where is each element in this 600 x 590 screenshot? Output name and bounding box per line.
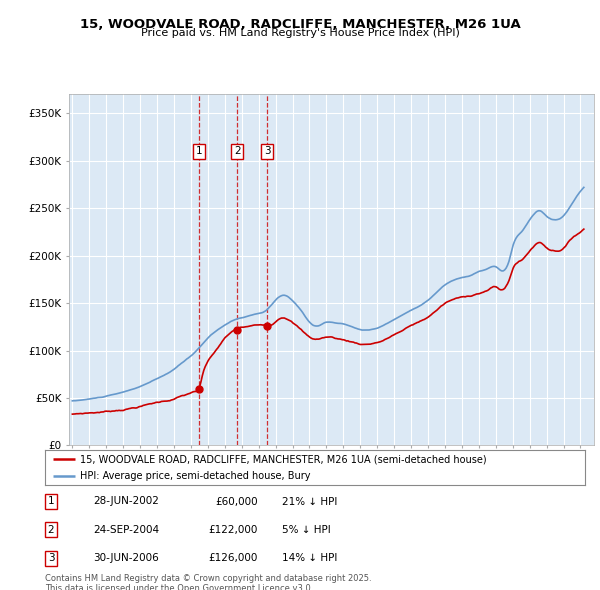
Text: HPI: Average price, semi-detached house, Bury: HPI: Average price, semi-detached house,… (80, 471, 311, 481)
Text: 3: 3 (47, 553, 55, 563)
Text: £126,000: £126,000 (209, 553, 258, 563)
Text: 30-JUN-2006: 30-JUN-2006 (93, 553, 159, 563)
Text: 5% ↓ HPI: 5% ↓ HPI (282, 525, 331, 535)
Text: 1: 1 (47, 497, 55, 506)
Text: 14% ↓ HPI: 14% ↓ HPI (282, 553, 337, 563)
Text: 2: 2 (47, 525, 55, 535)
Text: 1: 1 (196, 146, 203, 156)
Text: £122,000: £122,000 (209, 525, 258, 535)
Text: 2: 2 (234, 146, 241, 156)
Text: 21% ↓ HPI: 21% ↓ HPI (282, 497, 337, 506)
Text: Contains HM Land Registry data © Crown copyright and database right 2025.
This d: Contains HM Land Registry data © Crown c… (45, 574, 371, 590)
Text: 15, WOODVALE ROAD, RADCLIFFE, MANCHESTER, M26 1UA: 15, WOODVALE ROAD, RADCLIFFE, MANCHESTER… (80, 18, 520, 31)
Text: 24-SEP-2004: 24-SEP-2004 (93, 525, 159, 535)
Text: 3: 3 (264, 146, 271, 156)
Text: 28-JUN-2002: 28-JUN-2002 (93, 497, 159, 506)
Text: Price paid vs. HM Land Registry's House Price Index (HPI): Price paid vs. HM Land Registry's House … (140, 28, 460, 38)
Text: £60,000: £60,000 (215, 497, 258, 506)
Text: 15, WOODVALE ROAD, RADCLIFFE, MANCHESTER, M26 1UA (semi-detached house): 15, WOODVALE ROAD, RADCLIFFE, MANCHESTER… (80, 454, 487, 464)
